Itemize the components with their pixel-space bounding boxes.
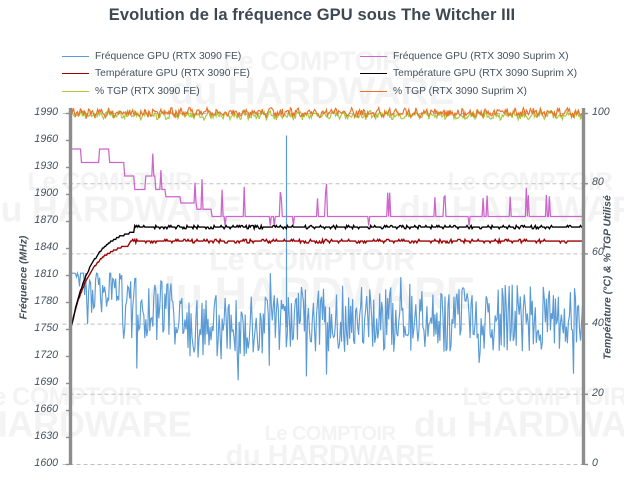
legend-label: Température GPU (RTX 3090 Suprim X) [393,68,578,80]
y-axis-tick-label: 1720 [34,349,58,361]
y-axis-tick-labels: 1600 1630 1660 1690 1720 1750 1780 1810 1840 1870… [14,0,58,477]
y-axis-tick-label: 1600 [34,457,58,469]
y2-axis-tick-label: 20 [592,386,604,399]
y-axis-tick-label: 1840 [34,241,58,253]
legend-label: % TGP (RTX 3090 FE) [95,85,200,97]
legend-swatch-line-icon [62,56,89,58]
legend-swatch-line-icon [360,56,387,58]
y-axis-tick-label: 1810 [34,268,58,280]
legend-item: Température GPU (RTX 3090 Suprim X) [360,65,577,82]
legend-swatch-line-icon [62,90,89,92]
y-axis-tick-label: 1960 [34,133,58,145]
chart-title: Evolution de la fréquence GPU sous The W… [108,6,516,24]
y2-axis-tick-label: 0 [592,457,598,469]
y-axis-tick-label: 1780 [34,295,58,307]
legend-column-fe: Fréquence GPU (RTX 3090 FE) Température … [62,48,250,100]
y2-axis-tick-labels: 0 20 40 60 80 100 [592,0,624,477]
legend-swatch-line-icon [360,90,387,92]
legend-item: % TGP (RTX 3090 FE) [62,83,250,100]
legend-item: Température GPU (RTX 3090 FE) [62,65,250,82]
y-axis-tick-label: 1930 [34,160,58,172]
y2-axis-tick-label: 60 [592,246,604,259]
legend-item: Fréquence GPU (RTX 3090 FE) [62,48,250,65]
legend-label: Fréquence GPU (RTX 3090 FE) [95,51,242,63]
y2-axis-tick-label: 100 [592,106,610,118]
y-axis-tick-label: 1900 [34,187,58,199]
legend-item: Fréquence GPU (RTX 3090 Suprim X) [360,48,577,65]
y2-axis-tick-label: 40 [592,316,604,329]
y-axis-tick-label: 1690 [34,376,58,388]
legend-label: Température GPU (RTX 3090 FE) [95,68,250,80]
legend-column-suprimx: Fréquence GPU (RTX 3090 Suprim X) Tempér… [360,48,577,100]
legend-item: % TGP (RTX 3090 Suprim X) [360,83,577,100]
y-axis-tick-label: 1870 [34,214,58,226]
y-axis-tick-label: 1660 [34,403,58,415]
y-axis-tick-label: 1750 [34,322,58,334]
y-axis-tick-label: 1630 [34,430,58,442]
y-axis-tick-label: 1990 [34,106,58,118]
legend-swatch-line-icon [360,73,387,75]
legend-label: % TGP (RTX 3090 Suprim X) [393,85,527,97]
chart-legend: Fréquence GPU (RTX 3090 FE) Température … [0,48,624,100]
legend-swatch-line-icon [62,73,89,75]
legend-label: Fréquence GPU (RTX 3090 Suprim X) [393,51,569,63]
y2-axis-tick-label: 80 [592,176,604,189]
